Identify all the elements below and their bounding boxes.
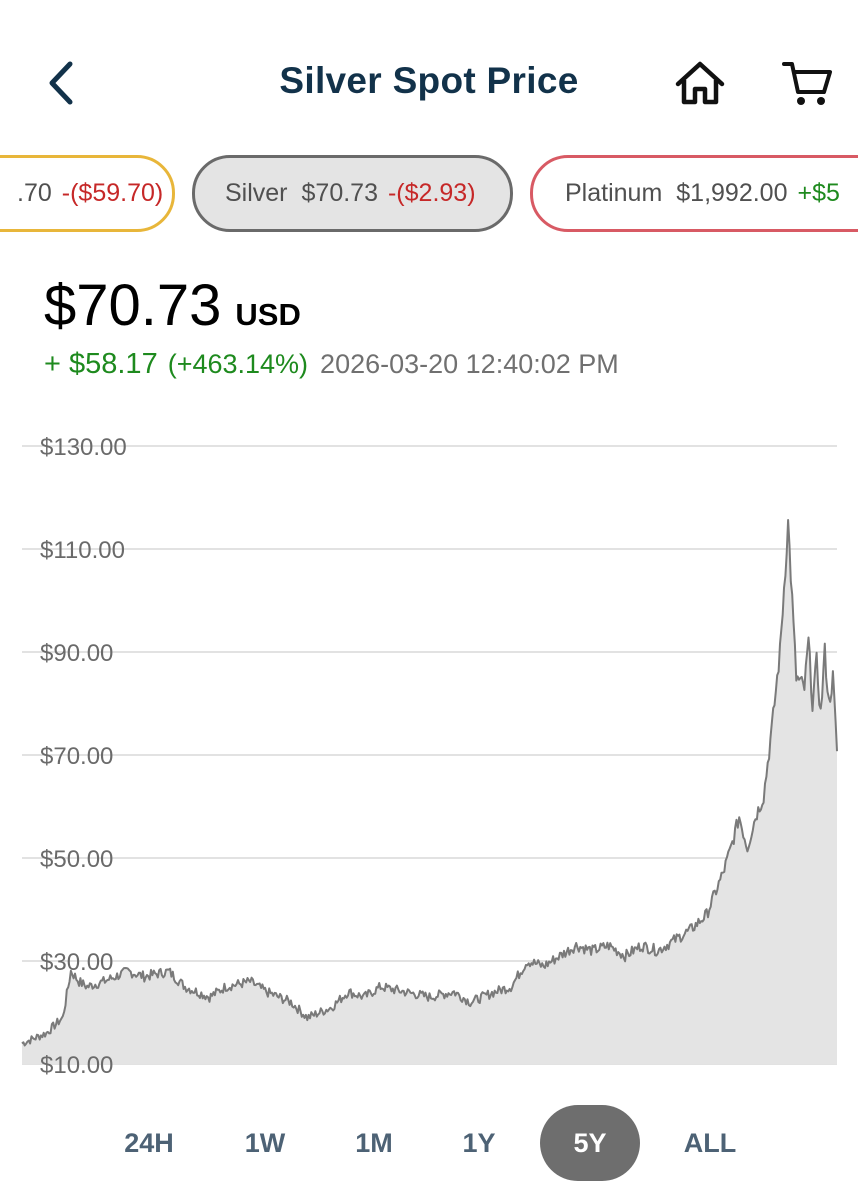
metal-price: $1,992.00 — [676, 179, 788, 207]
range-tab-1m[interactable]: 1M — [355, 1127, 393, 1158]
range-tab-1y[interactable]: 1Y — [462, 1127, 496, 1158]
page-title: Silver Spot Price — [279, 60, 579, 101]
metal-name: Platinum — [565, 179, 663, 207]
metal-change: -($2.93) — [387, 179, 476, 207]
metal-change: +$5 — [797, 179, 840, 207]
chevron-left-icon — [49, 61, 73, 105]
currency-label: USD — [235, 297, 301, 332]
cart-button[interactable] — [780, 56, 836, 112]
price-chart[interactable]: $130.00 $110.00 $90.00 $70.00 $50.00 $30.00 $1… — [0, 420, 858, 1090]
price-timestamp: 2026-03-20 12:40:02 PM — [320, 349, 619, 379]
price-display: $70.73 USD — [44, 272, 301, 339]
y-tick-label: $110.00 — [40, 537, 125, 564]
range-tab-1w[interactable]: 1W — [244, 1127, 286, 1158]
home-icon — [675, 61, 725, 105]
metal-price: $70.73 — [301, 179, 378, 207]
range-tab-all[interactable]: ALL — [683, 1127, 737, 1158]
range-tab-5y[interactable]: 5Y — [540, 1105, 640, 1181]
metal-selector: .70 -($59.70) Silver $70.73 -($2.93) Pla… — [0, 155, 858, 233]
y-tick-label: $90.00 — [40, 640, 113, 667]
chart-area-fill — [22, 520, 837, 1064]
home-button[interactable] — [672, 56, 728, 112]
metal-change: -($59.70) — [61, 179, 164, 207]
metal-pill-platinum[interactable]: Platinum $1,992.00 +$5 — [530, 155, 858, 232]
y-tick-label: $50.00 — [40, 846, 113, 873]
metal-name: Silver — [225, 179, 288, 207]
time-range-tabs: 24H 1W 1M 1Y 5Y ALL — [0, 1105, 858, 1185]
back-button[interactable] — [38, 56, 88, 112]
current-price: $70.73 — [44, 273, 222, 338]
metal-price: .70 — [17, 179, 52, 207]
price-change-percent: (+463.14%) — [167, 349, 309, 379]
y-tick-label: $30.00 — [40, 949, 113, 976]
metal-pill-silver[interactable]: Silver $70.73 -($2.93) — [192, 155, 513, 232]
cart-icon — [782, 62, 832, 105]
price-change-row: + $58.17 (+463.14%) 2026-03-20 12:40:02 … — [44, 348, 619, 381]
metal-pill-gold[interactable]: .70 -($59.70) — [0, 155, 175, 232]
y-tick-label: $70.00 — [40, 743, 113, 770]
app-header: Silver Spot Price — [0, 0, 858, 160]
price-change-amount: + $58.17 — [44, 348, 158, 380]
y-tick-label: $10.00 — [40, 1052, 113, 1079]
range-tab-24h[interactable]: 24H — [124, 1127, 174, 1158]
price-chart-svg: $130.00 $110.00 $90.00 $70.00 $50.00 $30.00 $1… — [21, 434, 838, 1079]
y-tick-label: $130.00 — [40, 434, 127, 461]
chart-series-line — [21, 519, 838, 1047]
